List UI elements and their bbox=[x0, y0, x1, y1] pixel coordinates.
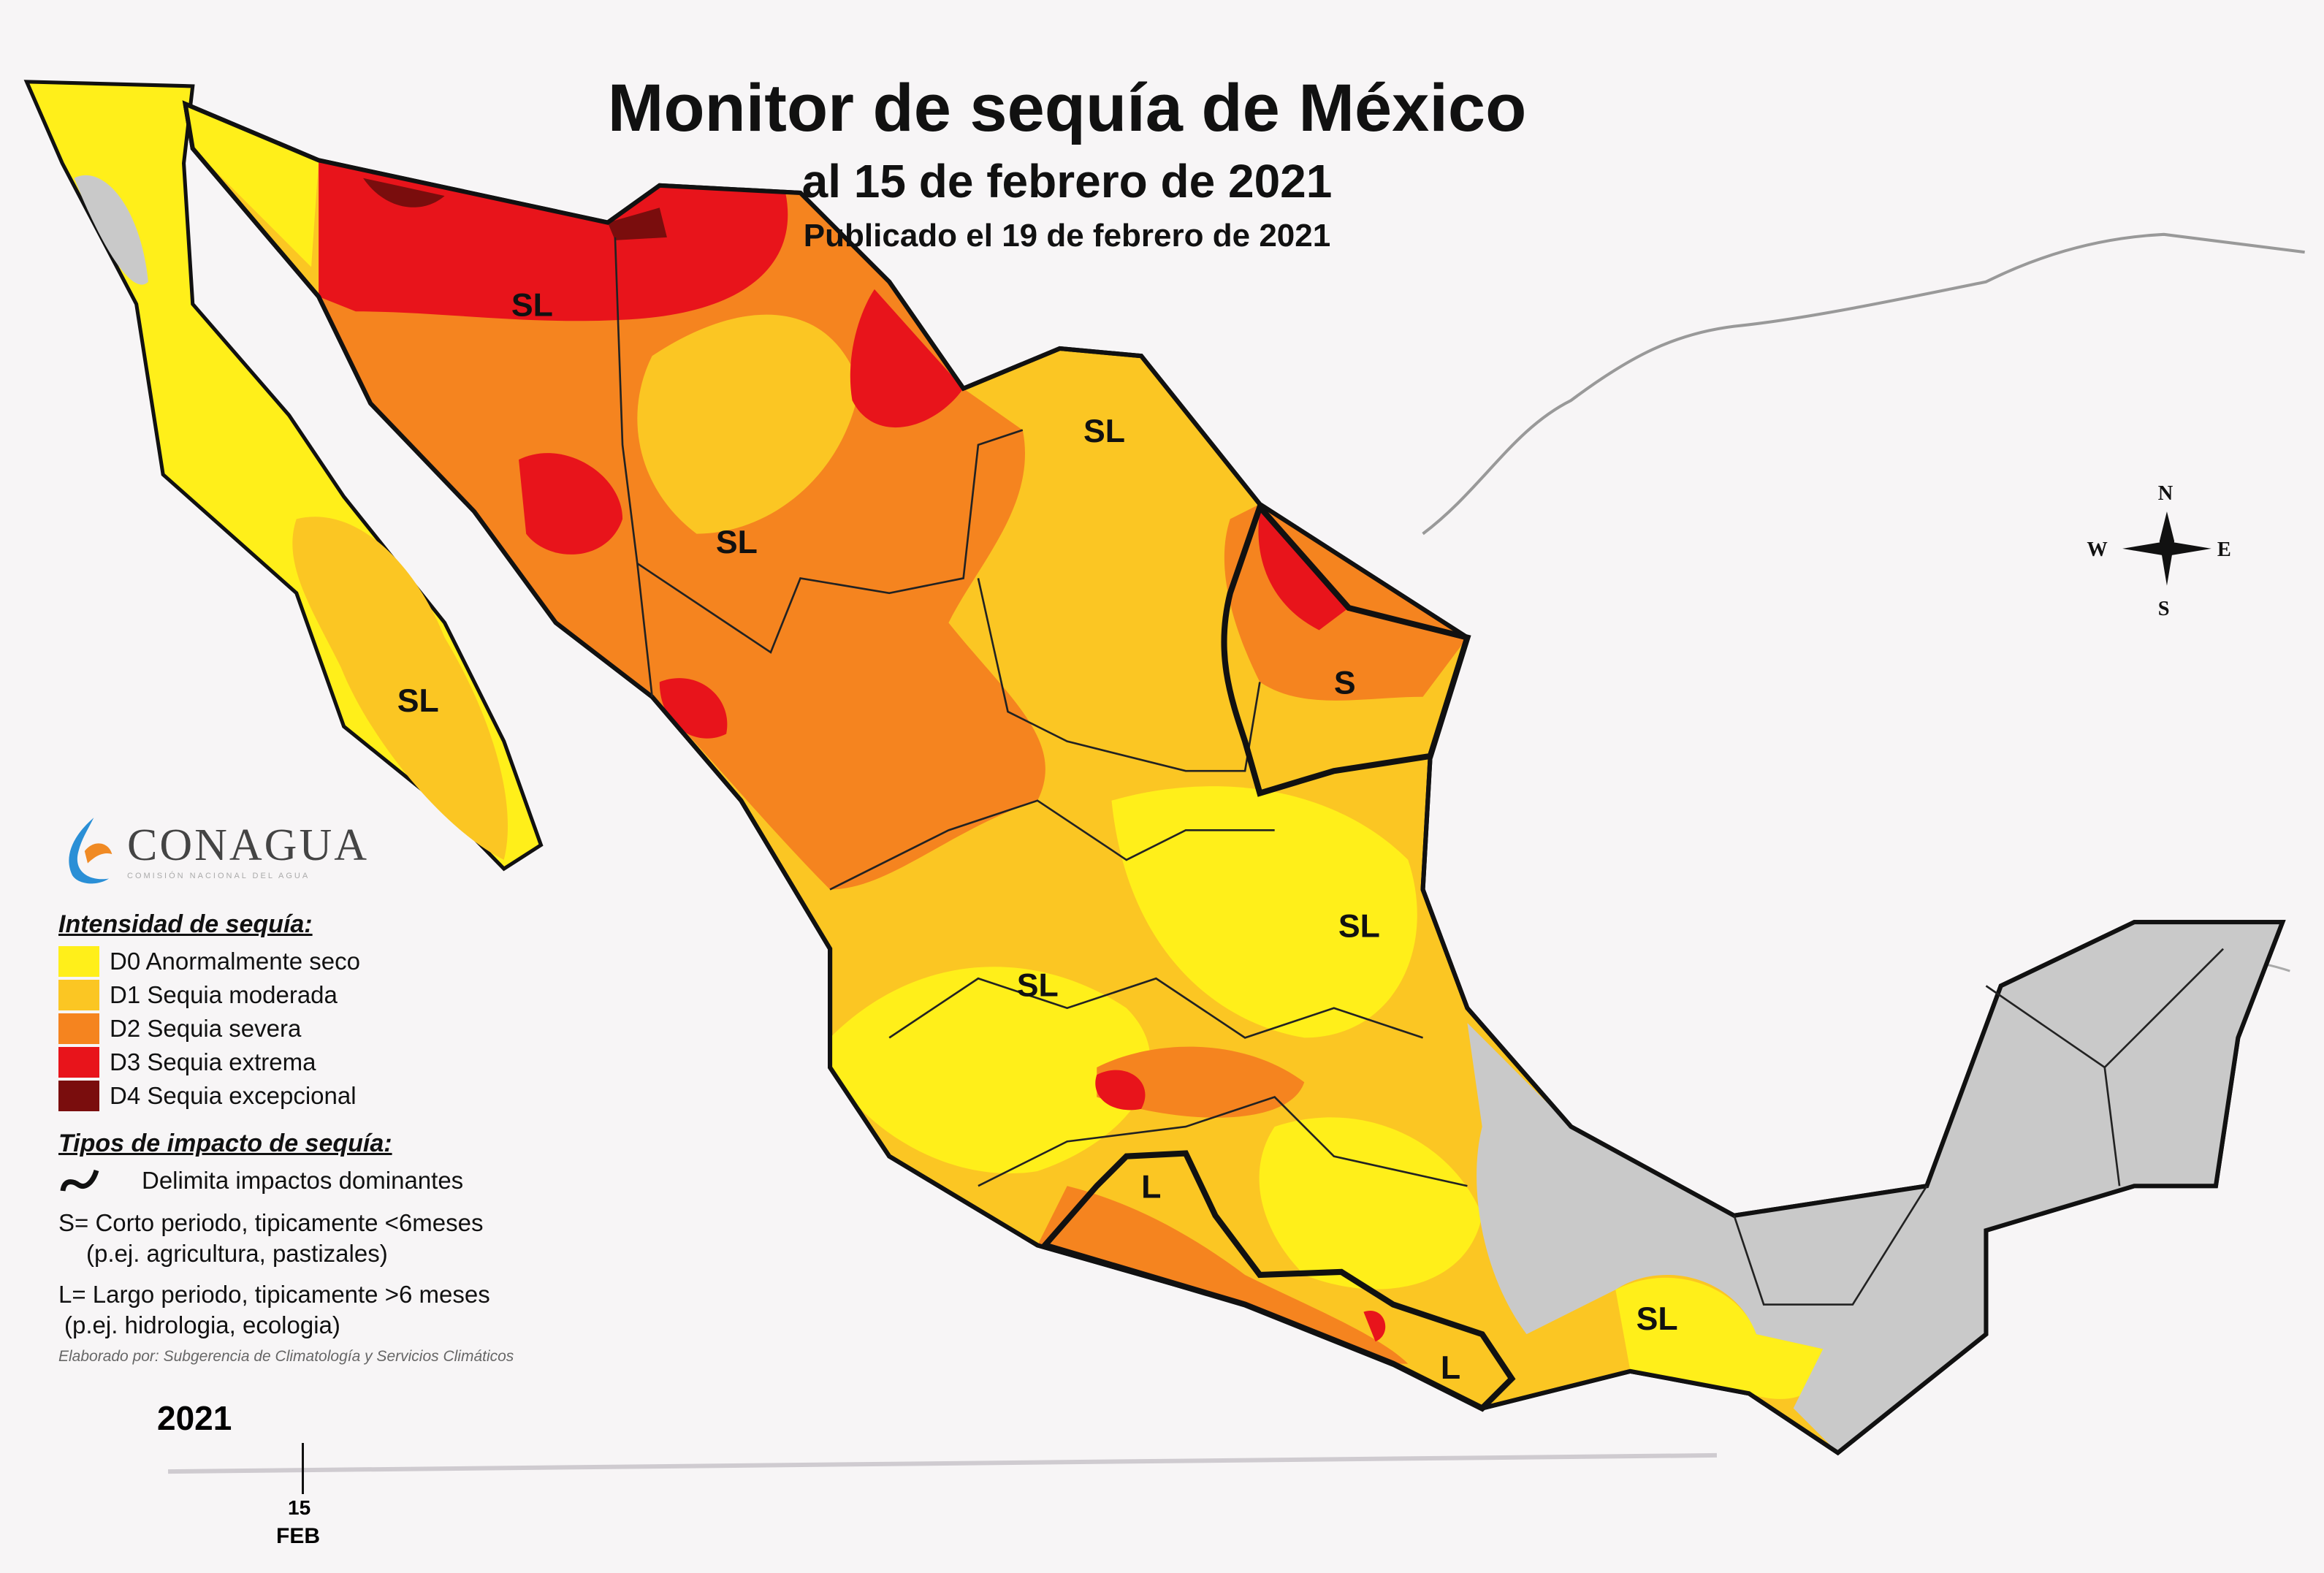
d0-swatch bbox=[58, 946, 99, 977]
impact-label: SL bbox=[1637, 1301, 1678, 1337]
d3-swatch bbox=[58, 1047, 99, 1078]
impact-label: L bbox=[1441, 1350, 1460, 1386]
legend-label: D1 Sequia moderada bbox=[110, 981, 338, 1008]
legend-item-d4: D4 Sequia excepcional bbox=[58, 1079, 716, 1113]
impact-label: SL bbox=[1083, 414, 1125, 449]
legend-item-d3: D3 Sequia extrema bbox=[58, 1046, 716, 1079]
d1-area bbox=[637, 314, 860, 534]
s-line1: S= Corto periodo, tipicamente <6meses bbox=[58, 1209, 484, 1236]
impact-label: SL bbox=[1338, 908, 1380, 944]
impact-label: SL bbox=[511, 287, 553, 323]
timeline-year: 2021 bbox=[157, 1399, 232, 1437]
intensity-heading: Intensidad de sequía: bbox=[58, 910, 313, 938]
baja-gray bbox=[74, 175, 148, 285]
legend-item-d2: D2 Sequia severa bbox=[58, 1012, 716, 1046]
l-definition: L= Largo periodo, tipicamente >6 meses (p… bbox=[58, 1279, 716, 1341]
l-line2: (p.ej. hidrologia, ecologia) bbox=[64, 1311, 340, 1338]
d2-swatch bbox=[58, 1013, 99, 1044]
impact-heading: Tipos de impacto de sequía: bbox=[58, 1130, 392, 1157]
impact-label: L bbox=[1141, 1169, 1161, 1205]
compass-e: E bbox=[2217, 538, 2231, 561]
legend-label: Delimita impactos dominantes bbox=[142, 1167, 464, 1194]
legend-item-d0: D0 Anormalmente seco bbox=[58, 945, 716, 978]
credit: Elaborado por: Subgerencia de Climatolog… bbox=[58, 1348, 514, 1365]
mainland-outline bbox=[182, 100, 2286, 1456]
d0-area bbox=[830, 967, 1151, 1174]
d1-swatch bbox=[58, 980, 99, 1010]
d4-area bbox=[363, 178, 667, 240]
timeline-day: 15 bbox=[288, 1496, 311, 1519]
d3-area bbox=[850, 289, 964, 428]
baja-d1 bbox=[292, 517, 508, 860]
l-line1: L= Largo periodo, tipicamente >6 meses bbox=[58, 1281, 490, 1308]
us-gulf-coastline bbox=[1422, 232, 2305, 536]
d3-area bbox=[1095, 1070, 1386, 1342]
published-date: Publicado el 19 de febrero de 2021 bbox=[803, 218, 1331, 254]
compass-n: N bbox=[2158, 482, 2173, 505]
timeline-month: FEB bbox=[276, 1524, 320, 1548]
d3-area bbox=[1258, 511, 1349, 631]
impact-label: S bbox=[1334, 666, 1356, 701]
boundary-line-icon bbox=[60, 1169, 99, 1192]
legend-label: D4 Sequia excepcional bbox=[110, 1082, 357, 1109]
legend-impact-line: Delimita impactos dominantes bbox=[58, 1164, 716, 1197]
impact-boundary-l bbox=[1040, 1150, 1516, 1412]
d0-area bbox=[1111, 786, 1417, 1038]
impact-label: SL bbox=[716, 525, 758, 560]
impact-label: SL bbox=[1017, 968, 1059, 1004]
d4-swatch bbox=[58, 1081, 99, 1111]
conagua-logo: CONAGUA COMISIÓN NACIONAL DEL AGUA bbox=[58, 815, 716, 888]
conagua-logo-icon bbox=[69, 818, 113, 884]
d0-area bbox=[1615, 1277, 1824, 1399]
legend-label: D3 Sequia extrema bbox=[110, 1048, 316, 1075]
timeline-marker bbox=[302, 1443, 304, 1494]
d0-area bbox=[1259, 1117, 1482, 1290]
compass-w: W bbox=[2087, 538, 2107, 561]
impact-boundary-s bbox=[1221, 501, 1471, 797]
compass-rose: N S E W bbox=[2087, 482, 2230, 620]
legend: CONAGUA COMISIÓN NACIONAL DEL AGUA Inten… bbox=[58, 815, 716, 1366]
d3-area bbox=[519, 453, 623, 555]
d2-area bbox=[1037, 1046, 1409, 1364]
map-subtitle: al 15 de febrero de 2021 bbox=[801, 155, 1333, 207]
legend-label: D0 Anormalmente seco bbox=[110, 948, 361, 975]
map-title: Monitor de sequía de México bbox=[607, 71, 1527, 145]
logo-name: CONAGUA bbox=[127, 820, 369, 870]
s-definition: S= Corto periodo, tipicamente <6meses (p.… bbox=[58, 1208, 716, 1269]
legend-item-d1: D1 Sequia moderada bbox=[58, 978, 716, 1012]
compass-s: S bbox=[2158, 598, 2170, 620]
d0-area bbox=[185, 104, 319, 267]
s-line2: (p.ej. agricultura, pastizales) bbox=[86, 1240, 388, 1267]
legend-label: D2 Sequia severa bbox=[110, 1015, 302, 1042]
logo-subtitle: COMISIÓN NACIONAL DEL AGUA bbox=[127, 872, 310, 880]
impact-label: SL bbox=[397, 683, 439, 719]
no-drought-area bbox=[1467, 922, 2283, 1453]
